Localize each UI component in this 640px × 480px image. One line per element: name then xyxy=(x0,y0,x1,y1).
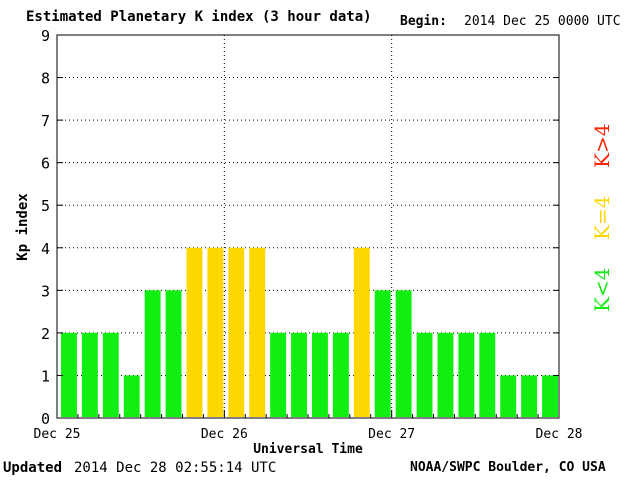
legend-above-4: K>4 xyxy=(590,123,614,168)
kp-bar xyxy=(207,247,224,417)
x-ticks: Dec 25 Dec 26 Dec 27 Dec 28 xyxy=(34,410,583,442)
kp-bar xyxy=(332,332,349,417)
x-tick-label: Dec 25 xyxy=(34,427,81,442)
kp-bar xyxy=(123,375,140,417)
begin-value: 2014 Dec 25 0000 UTC xyxy=(464,14,621,29)
y-ticks: 0 1 2 3 4 5 6 7 8 9 xyxy=(41,27,559,428)
kp-bar xyxy=(353,247,370,417)
y-tick-label: 5 xyxy=(41,197,50,215)
y-axis-label: Kp index xyxy=(15,193,31,261)
kp-bar xyxy=(249,247,266,417)
kp-bar xyxy=(479,332,496,417)
updated-value: 2014 Dec 28 02:55:14 UTC xyxy=(74,460,277,476)
y-tick-label: 2 xyxy=(41,325,50,343)
kp-bar xyxy=(186,247,203,417)
kp-bar xyxy=(542,375,558,417)
kp-bar xyxy=(102,332,119,417)
bars xyxy=(61,247,558,417)
y-tick-label: 8 xyxy=(41,70,50,88)
legend-equal-4: K=4 xyxy=(590,195,614,240)
x-tick-label: Dec 26 xyxy=(201,427,248,442)
kp-bar xyxy=(144,290,161,417)
kp-bar xyxy=(374,290,391,417)
y-tick-label: 1 xyxy=(41,367,50,385)
kp-bar xyxy=(291,332,307,417)
kp-bar xyxy=(312,332,328,417)
y-tick-label: 3 xyxy=(41,282,50,300)
kp-bar xyxy=(81,332,98,417)
kp-bar xyxy=(228,247,245,417)
credit-text: NOAA/SWPC Boulder, CO USA xyxy=(410,460,606,475)
y-tick-label: 4 xyxy=(41,240,50,258)
y-tick-label: 9 xyxy=(41,27,50,45)
x-axis-label: Universal Time xyxy=(253,442,363,457)
kp-bar xyxy=(437,332,454,417)
kp-bar xyxy=(165,290,182,417)
y-tick-label: 0 xyxy=(41,410,50,428)
x-tick-label: Dec 27 xyxy=(368,427,415,442)
begin-label: Begin: xyxy=(400,14,447,29)
y-tick-label: 7 xyxy=(41,112,50,130)
legend-below-4: K<4 xyxy=(590,267,614,312)
kp-bar xyxy=(416,332,433,417)
x-tick-label: Dec 28 xyxy=(536,427,583,442)
kp-bar xyxy=(270,332,287,417)
kp-bar xyxy=(458,332,475,417)
kp-bar xyxy=(521,375,538,417)
updated-label: Updated xyxy=(3,460,63,476)
y-tick-label: 6 xyxy=(41,155,50,173)
kp-bar xyxy=(500,375,517,417)
kp-bar xyxy=(61,332,77,417)
kp-bar xyxy=(395,290,412,417)
chart-title: Estimated Planetary K index (3 hour data… xyxy=(26,9,372,25)
